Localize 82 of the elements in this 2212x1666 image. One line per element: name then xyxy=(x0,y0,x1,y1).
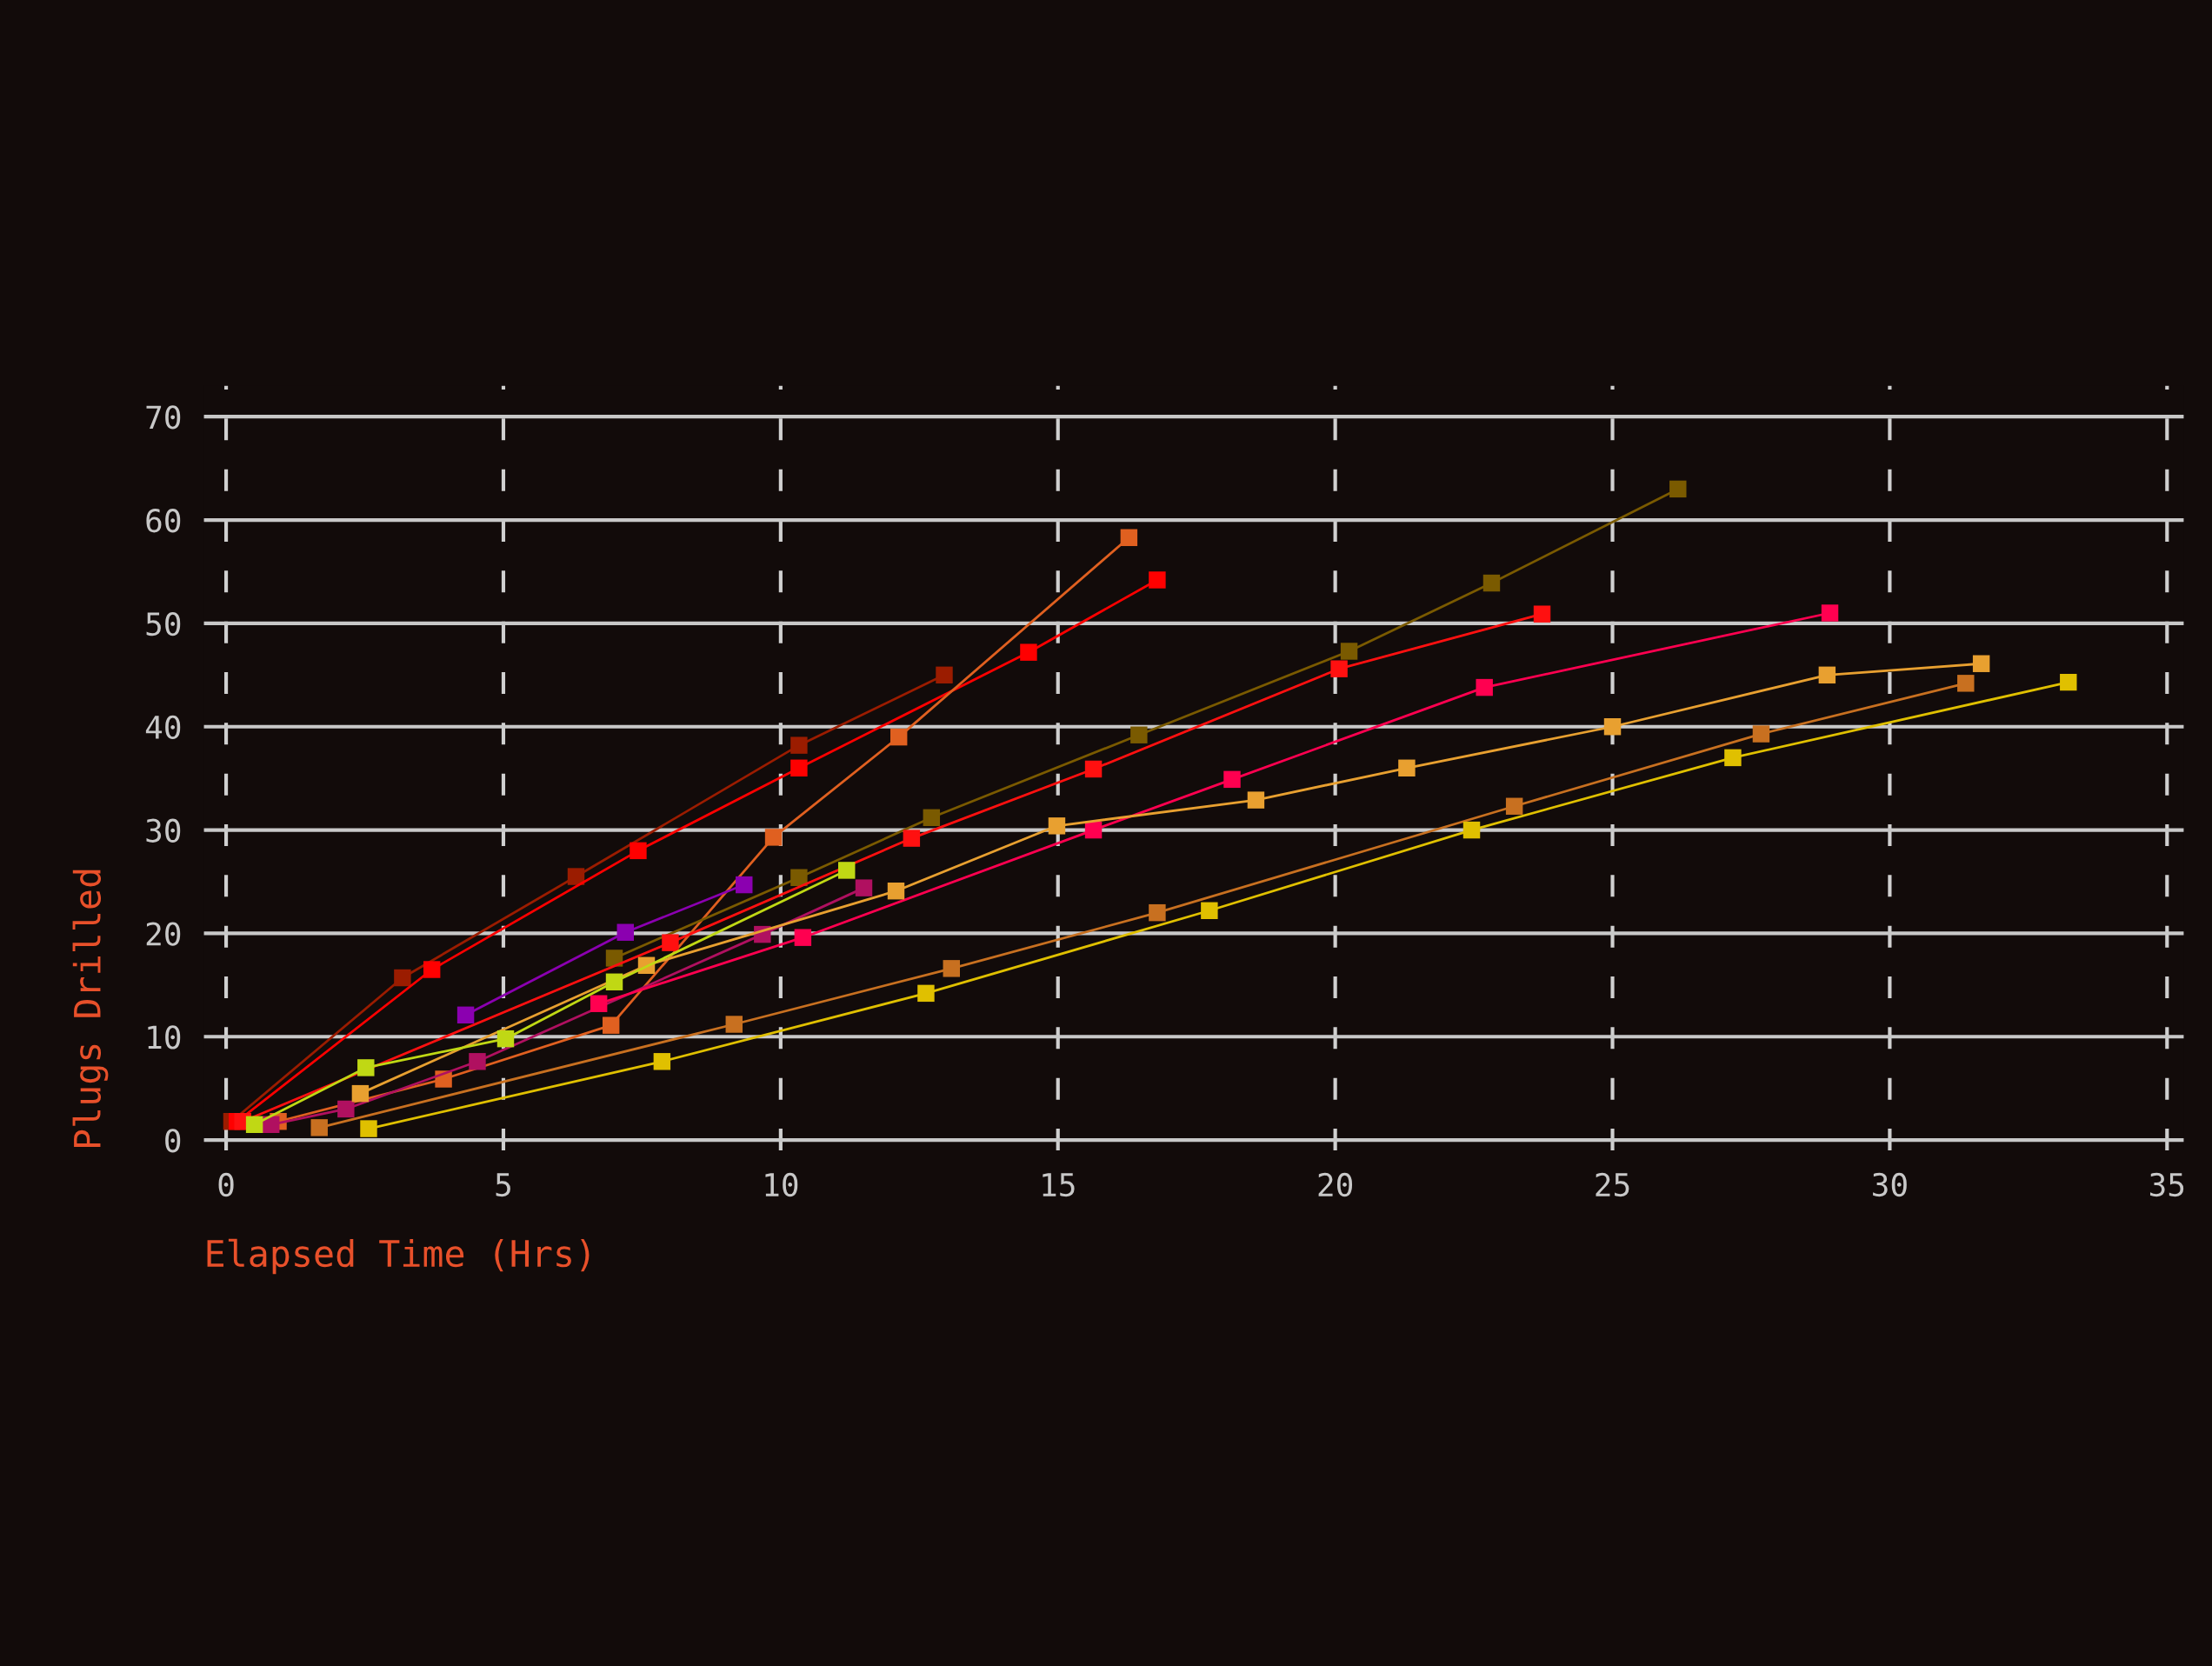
y-tick-label: 0 xyxy=(165,1129,181,1153)
point xyxy=(917,984,935,1003)
point xyxy=(889,728,908,746)
point xyxy=(496,1030,515,1048)
point xyxy=(1818,666,1836,684)
point xyxy=(936,666,953,684)
point xyxy=(1476,678,1493,696)
point xyxy=(725,1016,743,1033)
point xyxy=(567,868,585,885)
point xyxy=(790,759,808,776)
point xyxy=(1201,902,1218,919)
x-tick-label: 0 xyxy=(218,1172,234,1197)
point xyxy=(630,842,647,860)
point xyxy=(1130,726,1148,743)
x-tick-label: 25 xyxy=(1596,1172,1629,1197)
point xyxy=(1398,759,1416,776)
y-tick-label: 30 xyxy=(146,818,181,843)
point xyxy=(590,995,608,1012)
x-tick-label: 20 xyxy=(1318,1172,1353,1197)
point xyxy=(1340,643,1358,660)
point xyxy=(605,973,623,990)
point xyxy=(1084,821,1103,839)
y-tick-label: 50 xyxy=(146,611,181,636)
y-tick-label: 10 xyxy=(148,1025,181,1050)
point xyxy=(2060,673,2077,691)
x-tick-label: 15 xyxy=(1043,1173,1075,1197)
point xyxy=(764,829,783,846)
point xyxy=(855,879,873,896)
point xyxy=(1330,660,1348,677)
point xyxy=(790,869,808,886)
point xyxy=(605,950,623,967)
x-tick-label: 5 xyxy=(496,1173,510,1197)
point xyxy=(1821,604,1839,622)
point xyxy=(423,961,441,978)
point xyxy=(602,1016,620,1034)
point xyxy=(943,960,961,977)
point xyxy=(1505,797,1523,815)
y-tick-label: 20 xyxy=(146,922,181,946)
x-tick-label: 30 xyxy=(1873,1172,1907,1197)
point xyxy=(337,1100,355,1118)
point xyxy=(1972,655,1990,672)
point xyxy=(245,1116,263,1134)
point xyxy=(1120,529,1138,546)
point xyxy=(838,862,856,879)
point xyxy=(1048,817,1066,835)
point xyxy=(1149,903,1166,922)
point xyxy=(1957,675,1975,692)
y-tick-label: 70 xyxy=(146,405,181,430)
point xyxy=(360,1120,377,1137)
point xyxy=(456,1006,475,1024)
point xyxy=(1603,718,1622,736)
point xyxy=(794,929,812,946)
point xyxy=(1752,725,1770,743)
point xyxy=(1084,760,1103,778)
y-axis-title: Plugs Drilled xyxy=(72,870,109,1147)
x-tick-label: 35 xyxy=(2149,1172,2184,1197)
point xyxy=(1020,643,1037,661)
point xyxy=(1149,571,1166,589)
point xyxy=(310,1119,328,1136)
point xyxy=(1247,791,1265,809)
y-tick-label: 60 xyxy=(146,509,181,533)
y-tick-label: 40 xyxy=(145,715,181,740)
point xyxy=(351,1084,370,1103)
point xyxy=(1223,770,1241,789)
point xyxy=(790,736,808,754)
point xyxy=(1669,480,1687,498)
point xyxy=(736,876,753,894)
point xyxy=(1462,821,1481,839)
point xyxy=(903,830,921,847)
x-axis-title: Elapsed Time (Hrs) xyxy=(207,1238,590,1275)
x-tick-label: 10 xyxy=(765,1172,798,1197)
point xyxy=(653,1053,671,1070)
point xyxy=(1533,605,1551,623)
point xyxy=(469,1053,486,1070)
point xyxy=(662,934,679,951)
point xyxy=(887,882,905,900)
point xyxy=(394,969,411,987)
point xyxy=(1724,749,1742,767)
point xyxy=(923,809,941,827)
point xyxy=(1482,574,1501,592)
point xyxy=(616,923,634,941)
point xyxy=(357,1059,375,1076)
